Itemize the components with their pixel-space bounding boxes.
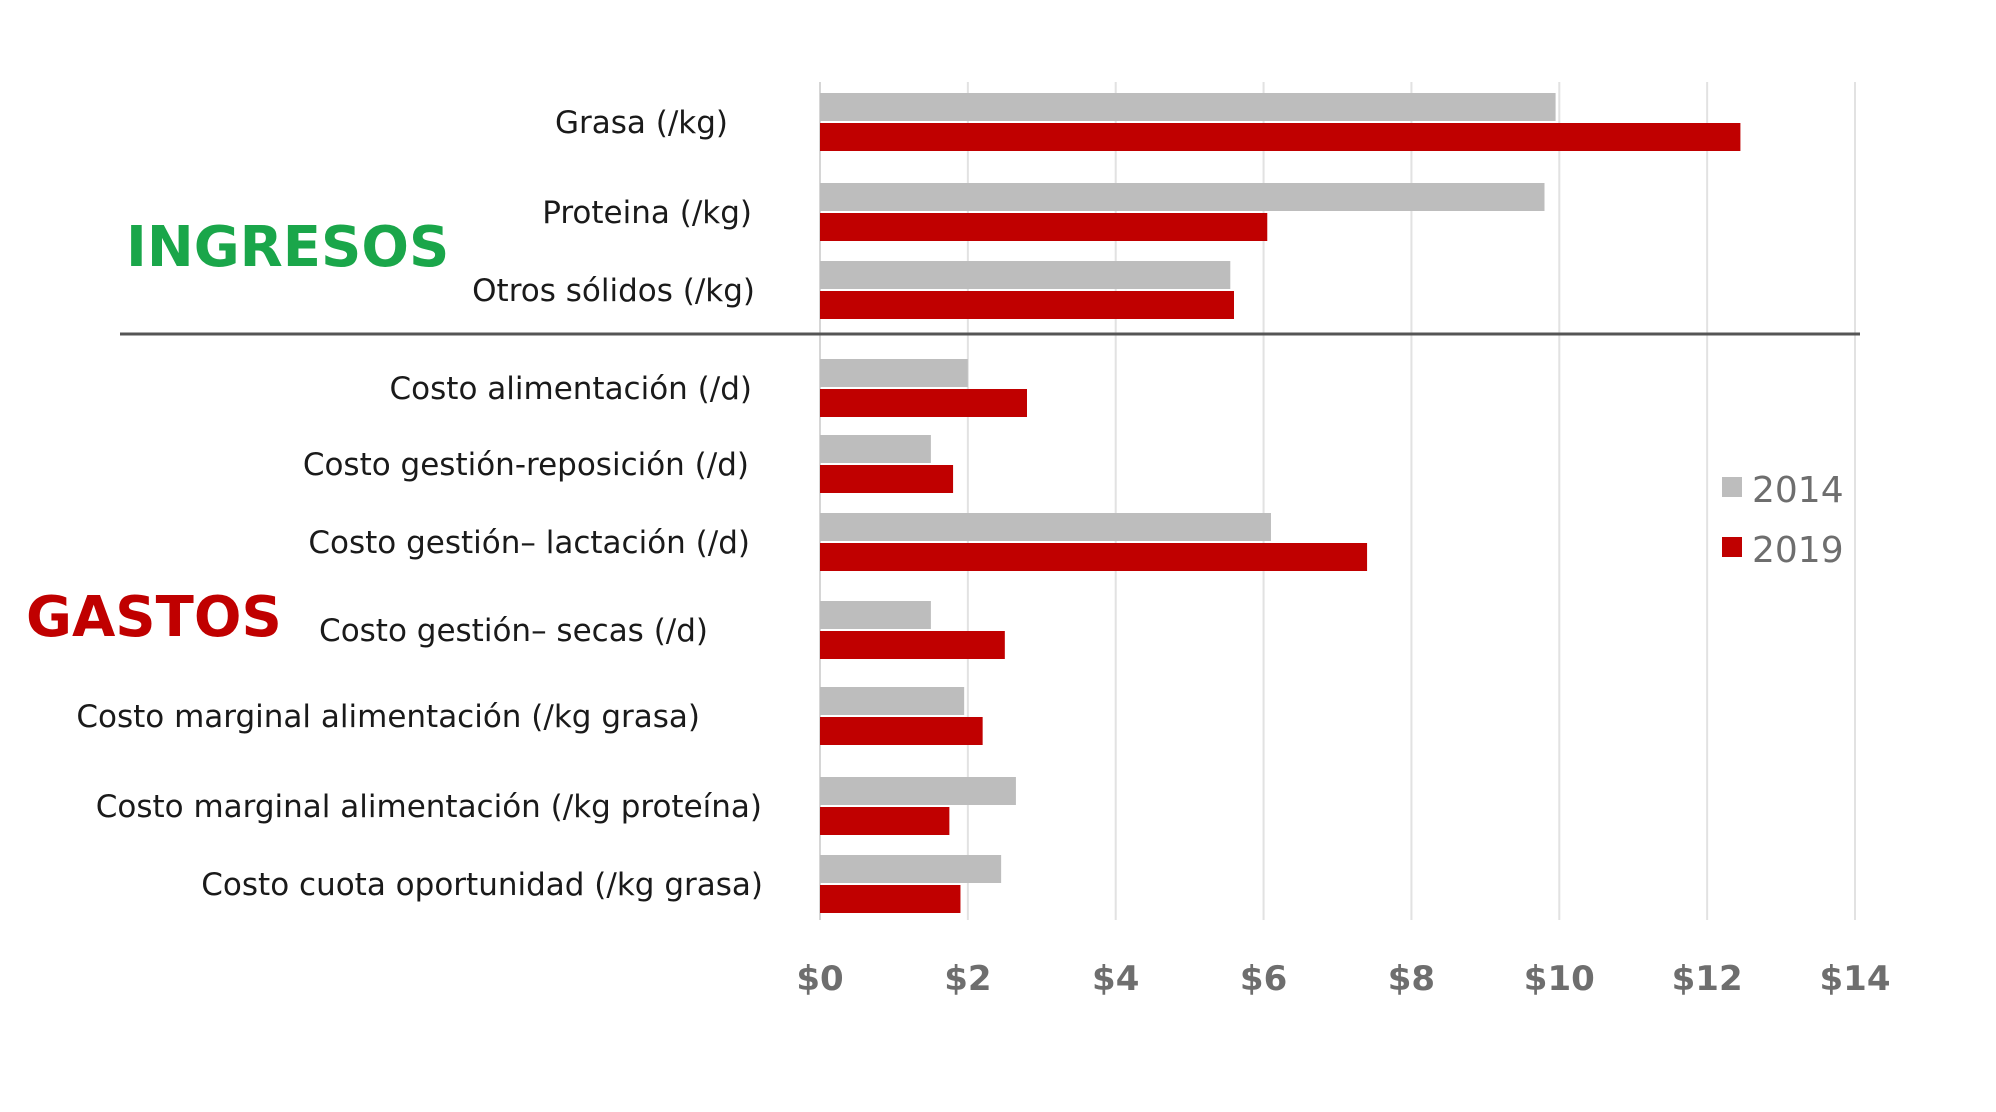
- legend-label-2019: 2019: [1752, 530, 1844, 571]
- category-label: Costo marginal alimentación (/kg proteín…: [96, 789, 762, 825]
- category-label: Costo cuota oportunidad (/kg grasa): [201, 867, 763, 903]
- legend-swatch-2019: [1722, 537, 1742, 557]
- x-tick-label: $0: [796, 959, 843, 999]
- bar-2014-5: [820, 435, 931, 463]
- section-label-ingresos: INGRESOS: [126, 215, 449, 280]
- category-label: Costo alimentación (/d): [390, 371, 752, 407]
- bar-2019-7: [820, 631, 1005, 659]
- category-label: Costo marginal alimentación (/kg grasa): [76, 699, 700, 735]
- legend-label-2014: 2014: [1752, 470, 1844, 511]
- x-tick-label: $12: [1672, 959, 1743, 999]
- x-tick-label: $6: [1240, 959, 1287, 999]
- bar-2014-8: [820, 687, 965, 715]
- section-label-gastos: GASTOS: [26, 585, 282, 650]
- bar-2014-3: [820, 261, 1231, 289]
- bar-2019-5: [820, 465, 954, 493]
- bar-2014-1: [820, 93, 1556, 121]
- x-tick-label: $2: [944, 959, 991, 999]
- bar-2019-9: [820, 807, 950, 835]
- bar-2014-7: [820, 601, 931, 629]
- category-label: Otros sólidos (/kg): [472, 273, 755, 309]
- x-tick-label: $4: [1092, 959, 1139, 999]
- bar-2019-6: [820, 543, 1368, 571]
- bar-2014-10: [820, 855, 1002, 883]
- bar-2019-2: [820, 213, 1268, 241]
- bar-2014-6: [820, 513, 1271, 541]
- bar-2019-1: [820, 123, 1741, 151]
- bar-2014-9: [820, 777, 1016, 805]
- bar-2019-4: [820, 389, 1027, 417]
- x-tick-label: $10: [1524, 959, 1595, 999]
- category-label: Costo gestión– lactación (/d): [308, 525, 750, 561]
- bar-2019-8: [820, 717, 983, 745]
- category-label: Costo gestión-reposición (/d): [303, 447, 749, 483]
- category-label: Proteina (/kg): [542, 195, 752, 231]
- bar-2019-3: [820, 291, 1234, 319]
- bar-2014-4: [820, 359, 968, 387]
- x-tick-label: $8: [1388, 959, 1435, 999]
- category-label: Costo gestión– secas (/d): [319, 613, 708, 649]
- category-label: Grasa (/kg): [555, 105, 728, 141]
- bar-2019-10: [820, 885, 961, 913]
- x-tick-label: $14: [1820, 959, 1891, 999]
- bar-2014-2: [820, 183, 1545, 211]
- legend-swatch-2014: [1722, 477, 1742, 497]
